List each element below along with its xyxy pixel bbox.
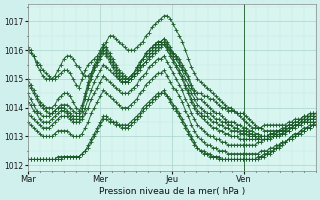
X-axis label: Pression niveau de la mer( hPa ): Pression niveau de la mer( hPa ): [99, 187, 245, 196]
